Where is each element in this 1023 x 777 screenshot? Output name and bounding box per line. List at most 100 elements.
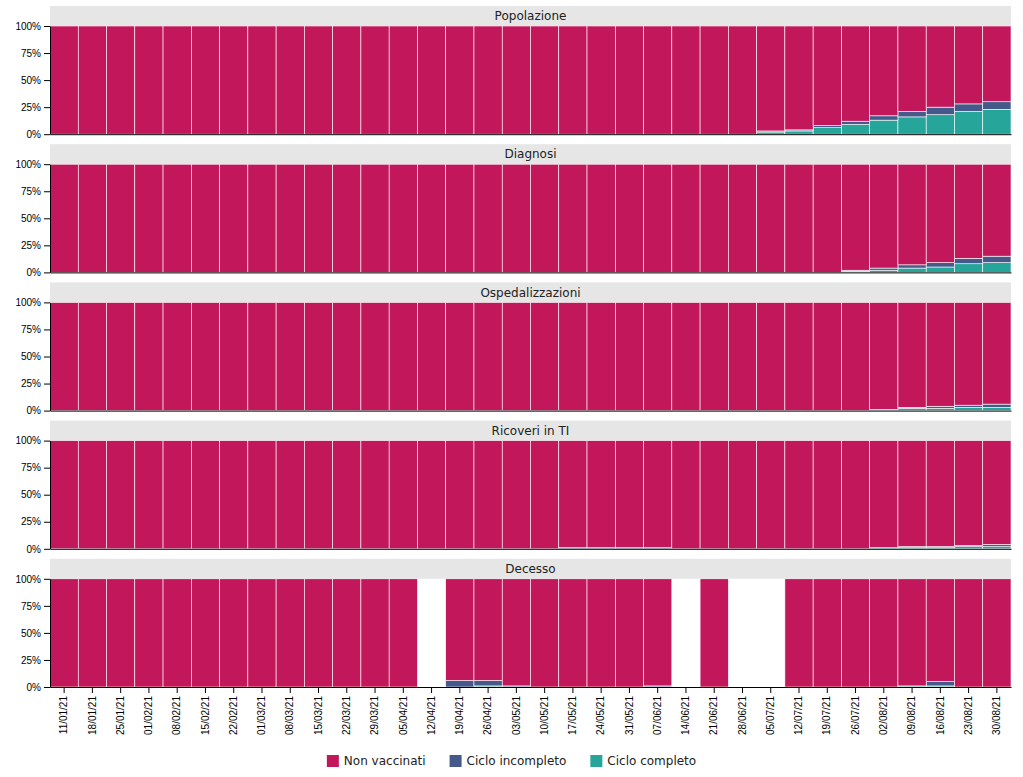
bar — [361, 441, 389, 549]
x-tick-mark — [488, 687, 489, 693]
x-tick: 15/02/21 — [200, 687, 211, 735]
bar — [615, 164, 643, 272]
bar — [841, 579, 869, 687]
x-tick-mark — [742, 687, 743, 693]
bar — [220, 26, 248, 134]
bar — [78, 26, 106, 134]
bar — [983, 256, 1011, 262]
bar — [446, 681, 474, 687]
x-tick: 18/01/21 — [87, 687, 98, 735]
panel-title-band — [50, 144, 1011, 164]
bar — [813, 579, 841, 687]
x-axis-line — [51, 134, 1012, 135]
x-tick: 17/05/21 — [567, 687, 578, 735]
x-tick: 12/04/21 — [426, 687, 437, 735]
y-tick-mark — [44, 633, 50, 634]
bar — [248, 579, 276, 687]
bar — [587, 164, 615, 272]
x-tick-mark — [685, 687, 686, 693]
panel-title-band — [50, 6, 1011, 26]
x-tick: 26/04/21 — [482, 687, 493, 735]
y-tick-mark — [44, 468, 50, 469]
bar — [700, 441, 728, 549]
bar — [531, 302, 559, 410]
y-tick: 25% — [21, 378, 50, 389]
x-tick-mark — [883, 687, 884, 693]
x-tick: 14/06/21 — [680, 687, 691, 735]
x-axis — [51, 272, 1012, 273]
bar — [841, 121, 869, 124]
y-tick: 100% — [15, 21, 50, 32]
x-tick-label: 18/01/21 — [87, 696, 98, 735]
bar — [417, 687, 445, 688]
bar — [107, 441, 135, 549]
bar — [163, 302, 191, 410]
y-tick-mark — [44, 245, 50, 246]
panel-title: Ricoveri in TI — [492, 424, 570, 438]
bar — [474, 441, 502, 549]
x-tick-mark — [205, 687, 206, 693]
bar — [926, 26, 954, 107]
x-tick-mark — [120, 687, 121, 693]
panel-title-band — [50, 282, 1011, 302]
bar — [728, 687, 756, 688]
bar — [954, 302, 982, 405]
series — [50, 26, 1011, 134]
plot-area: 0%25%50%75%100%11/01/2118/01/2125/01/210… — [15, 574, 1011, 735]
y-tick-mark — [44, 329, 50, 330]
x-tick-label: 28/06/21 — [737, 696, 748, 735]
y-tick-label: 100% — [15, 574, 41, 585]
bar — [954, 579, 982, 687]
bar — [785, 579, 813, 687]
bar — [954, 164, 982, 258]
x-tick-label: 05/07/21 — [765, 696, 776, 735]
y-axis-line — [50, 441, 51, 549]
bar — [898, 26, 926, 111]
y-tick: 0% — [27, 129, 50, 140]
bar — [107, 579, 135, 687]
panel-title-band — [50, 421, 1011, 441]
bar — [446, 302, 474, 410]
x-tick: 09/08/21 — [906, 687, 917, 735]
x-tick-mark — [177, 687, 178, 693]
bar — [446, 26, 474, 134]
y-tick: 75% — [21, 186, 50, 197]
y-tick-mark — [44, 687, 50, 688]
bar — [954, 264, 982, 273]
bar — [587, 26, 615, 134]
bar — [615, 579, 643, 687]
bar — [983, 26, 1011, 102]
y-tick-label: 50% — [21, 489, 41, 500]
bar — [757, 441, 785, 549]
y-tick-mark — [44, 26, 50, 27]
bar — [926, 579, 954, 682]
y-tick-label: 75% — [21, 462, 41, 473]
y-tick-label: 75% — [21, 324, 41, 335]
x-tick-label: 26/04/21 — [482, 696, 493, 735]
x-tick-label: 22/02/21 — [228, 696, 239, 735]
bar — [587, 441, 615, 548]
bar — [531, 441, 559, 549]
y-axis-line — [50, 303, 51, 411]
bar — [926, 406, 954, 408]
bar — [474, 26, 502, 134]
bar — [559, 302, 587, 410]
bar — [954, 441, 982, 546]
x-tick-label: 21/06/21 — [708, 696, 719, 735]
bar — [587, 579, 615, 687]
y-tick-label: 100% — [15, 159, 41, 170]
bar — [417, 687, 445, 688]
bar — [700, 164, 728, 272]
panel: Popolazione0%25%50%75%100% — [15, 6, 1011, 140]
bar — [983, 579, 1011, 687]
y-axis-line — [50, 27, 51, 135]
y-tick: 0% — [27, 682, 50, 693]
bar — [50, 579, 78, 687]
y-tick-label: 75% — [21, 186, 41, 197]
x-tick-mark — [290, 687, 291, 693]
y-tick: 25% — [21, 102, 50, 113]
bar — [502, 579, 530, 686]
y-tick-mark — [44, 579, 50, 580]
plot-area: 0%25%50%75%100% — [15, 159, 1011, 278]
bar — [644, 164, 672, 272]
